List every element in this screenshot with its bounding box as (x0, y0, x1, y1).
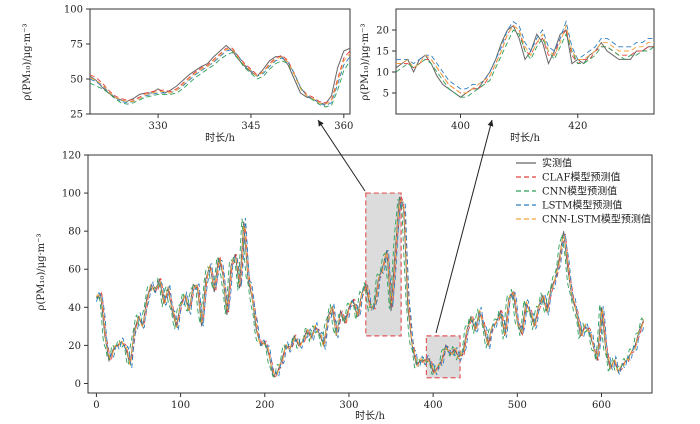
legend-label-cnn-lstm: CNN-LSTM模型预测值 (542, 213, 651, 226)
inset-left-y-tick-label: 25 (70, 110, 83, 121)
legend: 实测值CLAF模型预测值CNN模型预测值LSTM模型预测值CNN-LSTM模型预… (516, 157, 651, 226)
main-lines (95, 195, 645, 378)
inset-right-series-cnn (396, 29, 654, 98)
inset-right-series-lstm (396, 19, 654, 90)
main-y-tick-label: 60 (68, 265, 81, 276)
inset-left-frame (89, 8, 351, 115)
main-x-tick-label: 0 (93, 400, 99, 411)
main-x-tick-label: 300 (339, 400, 358, 411)
main-series-cnn-lstm (96, 199, 645, 377)
main-y-tick-label: 20 (68, 341, 81, 352)
inset-left-x-label: 时长/h (205, 132, 235, 144)
inset-right-y-tick-label: 15 (376, 47, 389, 58)
inset-left-y-label: ρ(PM₁₀)/μg·m⁻³ (22, 24, 33, 101)
inset-right-x-tick-label: 400 (451, 121, 470, 132)
inset-right-x-label: 时长/h (510, 132, 540, 144)
main-x-tick-label: 200 (255, 400, 274, 411)
inset-left-series-claf (90, 47, 350, 104)
inset-left-x-tick-label: 360 (334, 121, 353, 132)
inset-right-frame (395, 8, 655, 115)
inset-right-y-tick-label: 20 (376, 26, 389, 37)
legend-label-measured: 实测值 (542, 157, 572, 170)
legend-label-lstm: LSTM模型预测值 (542, 199, 622, 212)
connector-arrow-left (317, 119, 366, 192)
inset-left-y-tick-label: 100 (64, 5, 83, 16)
main-y-tick-label: 100 (62, 189, 81, 200)
legend-label-cnn: CNN模型预测值 (542, 185, 617, 198)
inset-left-chart: 330 345 360 25 50 75 100 时长/h ρ(PM₁₀)/μg·m⁻³ (22, 5, 353, 145)
inset-right-chart: 400 420 5 10 15 20 时长/h ρ(PM₁₀)/μg·m⁻³ (360, 8, 655, 144)
inset-left-series-measured (90, 44, 350, 105)
main-x-tick-label: 100 (171, 400, 190, 411)
inset-left-y-tick-label: 50 (70, 75, 83, 86)
inset-right-x-tick-label: 420 (568, 121, 587, 132)
inset-right-y-tick-label: 5 (383, 89, 389, 100)
inset-right-y-tick-label: 10 (376, 68, 389, 79)
inset-right-series-measured (396, 25, 654, 98)
main-x-label: 时长/h (355, 410, 385, 422)
main-frame (87, 154, 653, 394)
main-y-tick-label: 120 (62, 151, 81, 162)
main-y-tick-label: 40 (68, 303, 81, 314)
main-y-tick-label: 80 (68, 227, 81, 238)
main-series-claf (96, 195, 644, 378)
inset-left-x-tick-label: 330 (149, 121, 168, 132)
legend-label-claf: CLAF模型预测值 (542, 171, 620, 184)
main-x-tick-label: 500 (508, 400, 527, 411)
inset-left-series-cnn (90, 51, 350, 108)
main-x-tick-label: 400 (424, 400, 443, 411)
inset-left-x-tick-label: 345 (241, 121, 260, 132)
inset-right-lines (396, 19, 654, 98)
inset-left-series-cnn-lstm (90, 49, 350, 105)
inset-right-y-label: ρ(PM₁₀)/μg·m⁻³ (360, 24, 371, 101)
connector-arrow-right (435, 119, 494, 334)
inset-right-series-cnn-lstm (396, 24, 654, 94)
main-y-label: ρ(PM₁₀)/μg·m⁻³ (36, 234, 47, 311)
inset-left-y-tick-label: 75 (70, 40, 83, 51)
main-y-tick-label: 0 (75, 379, 81, 390)
inset-left-lines (90, 44, 350, 108)
main-x-tick-label: 600 (592, 400, 611, 411)
inset-left-series-lstm (90, 49, 350, 107)
